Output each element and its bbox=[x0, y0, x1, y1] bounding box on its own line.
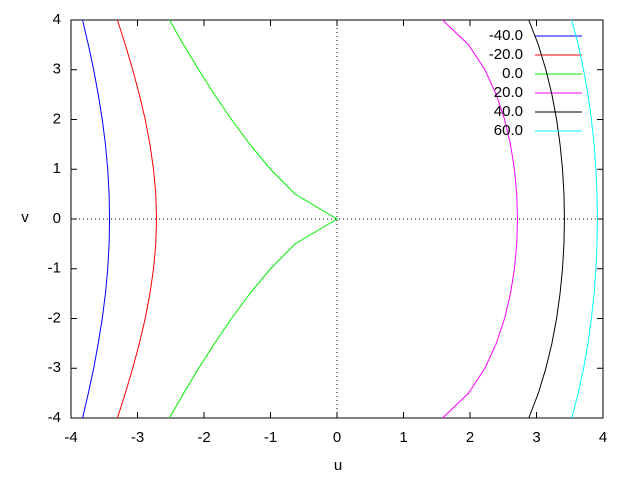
legend-label: 60.0 bbox=[494, 122, 523, 139]
contour-line bbox=[82, 19, 111, 419]
x-tick-label: -3 bbox=[131, 429, 144, 446]
y-tick-label: -2 bbox=[48, 309, 61, 326]
x-axis-label: u bbox=[334, 457, 342, 474]
y-tick-label: 1 bbox=[53, 160, 61, 177]
legend-label: 0.0 bbox=[502, 65, 523, 82]
y-tick-label: 0 bbox=[53, 210, 61, 227]
x-tick-label: 1 bbox=[399, 429, 407, 446]
y-tick-label: 4 bbox=[53, 11, 61, 28]
contour-line bbox=[442, 19, 518, 419]
y-tick-label: -3 bbox=[48, 359, 61, 376]
contour-line bbox=[528, 19, 565, 419]
legend-label: -40.0 bbox=[489, 27, 523, 44]
x-tick-label: -1 bbox=[264, 429, 277, 446]
x-tick-label: 4 bbox=[599, 429, 607, 446]
x-tick-label: -4 bbox=[64, 429, 77, 446]
x-tick-label: 2 bbox=[466, 429, 474, 446]
legend-label: 40.0 bbox=[494, 103, 523, 120]
contour-line bbox=[571, 19, 598, 419]
y-tick-label: 3 bbox=[53, 61, 61, 78]
contour-line bbox=[116, 19, 158, 419]
y-tick-label: 2 bbox=[53, 110, 61, 127]
legend-label: -20.0 bbox=[489, 46, 523, 63]
x-tick-label: 0 bbox=[333, 429, 341, 446]
x-tick-label: 3 bbox=[532, 429, 540, 446]
plot-border bbox=[70, 19, 604, 419]
y-axis-label: v bbox=[21, 209, 29, 226]
y-tick-label: -4 bbox=[48, 409, 61, 426]
x-tick-label: -2 bbox=[197, 429, 210, 446]
y-tick-label: -1 bbox=[48, 260, 61, 277]
contour-line bbox=[168, 19, 338, 419]
legend-label: 20.0 bbox=[494, 84, 523, 101]
